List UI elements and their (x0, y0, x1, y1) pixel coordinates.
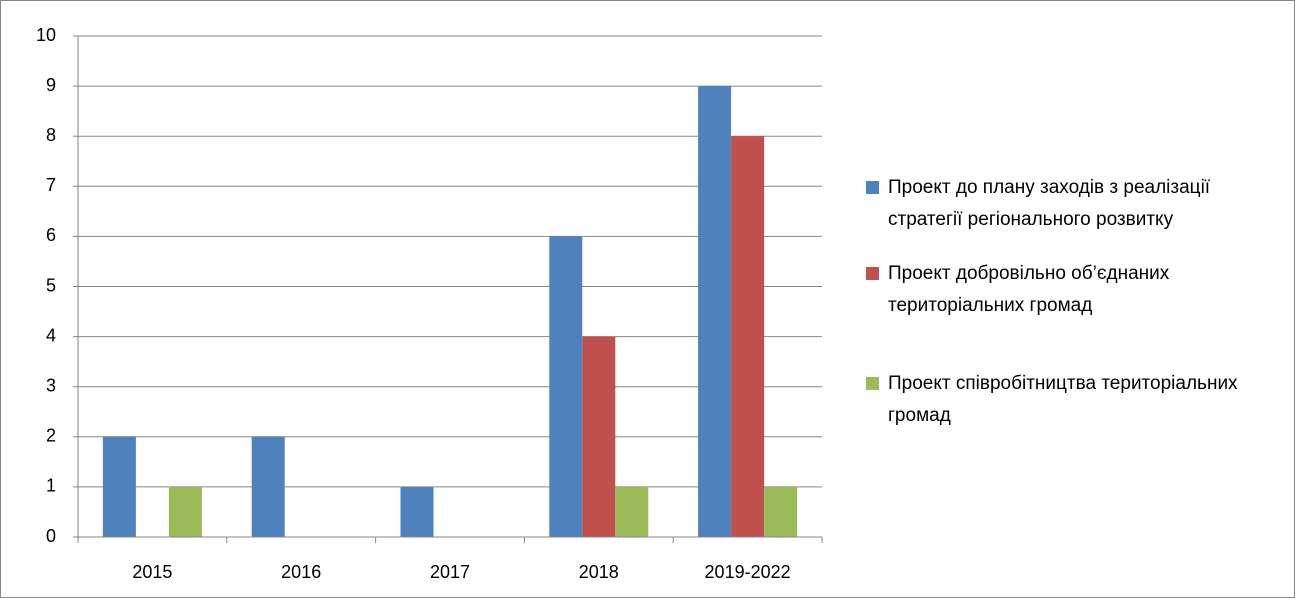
legend-item: Проект добровільно об’єднаних територіал… (866, 258, 1266, 322)
x-tick-label: 2018 (579, 562, 619, 582)
y-tick-label: 1 (46, 476, 56, 496)
legend-swatch (866, 377, 879, 390)
y-tick-label: 8 (46, 125, 56, 145)
legend-swatch (866, 181, 879, 194)
x-tick-label: 2016 (281, 562, 321, 582)
legend-label: Проект співробітництва територіальних гр… (888, 373, 1238, 426)
bar (251, 436, 285, 537)
y-tick-label: 5 (46, 275, 56, 295)
legend-swatch (866, 267, 879, 280)
legend-item: Проект співробітництва територіальних гр… (866, 368, 1266, 432)
bar (400, 486, 434, 537)
x-tick-label: 2017 (430, 562, 470, 582)
bar (731, 136, 765, 537)
bar (102, 436, 136, 537)
legend-item: Проект до плану заходів з реалізації стр… (866, 172, 1266, 236)
y-tick-label: 7 (46, 175, 56, 195)
bar (764, 486, 798, 537)
y-tick-label: 9 (46, 75, 56, 95)
y-tick-label: 6 (46, 225, 56, 245)
legend-label: Проект добровільно об’єднаних територіал… (888, 263, 1170, 316)
legend-label: Проект до плану заходів з реалізації стр… (888, 177, 1211, 230)
bar (698, 86, 732, 537)
bar (582, 336, 616, 537)
y-tick-label: 0 (46, 526, 56, 546)
bar (615, 486, 649, 537)
bar (549, 236, 583, 537)
x-tick-label: 2019-2022 (705, 562, 791, 582)
y-tick-label: 2 (46, 426, 56, 446)
x-tick-label: 2015 (132, 562, 172, 582)
y-tick-label: 10 (36, 25, 56, 45)
y-tick-label: 4 (46, 325, 56, 345)
y-tick-label: 3 (46, 375, 56, 395)
bar (168, 486, 202, 537)
